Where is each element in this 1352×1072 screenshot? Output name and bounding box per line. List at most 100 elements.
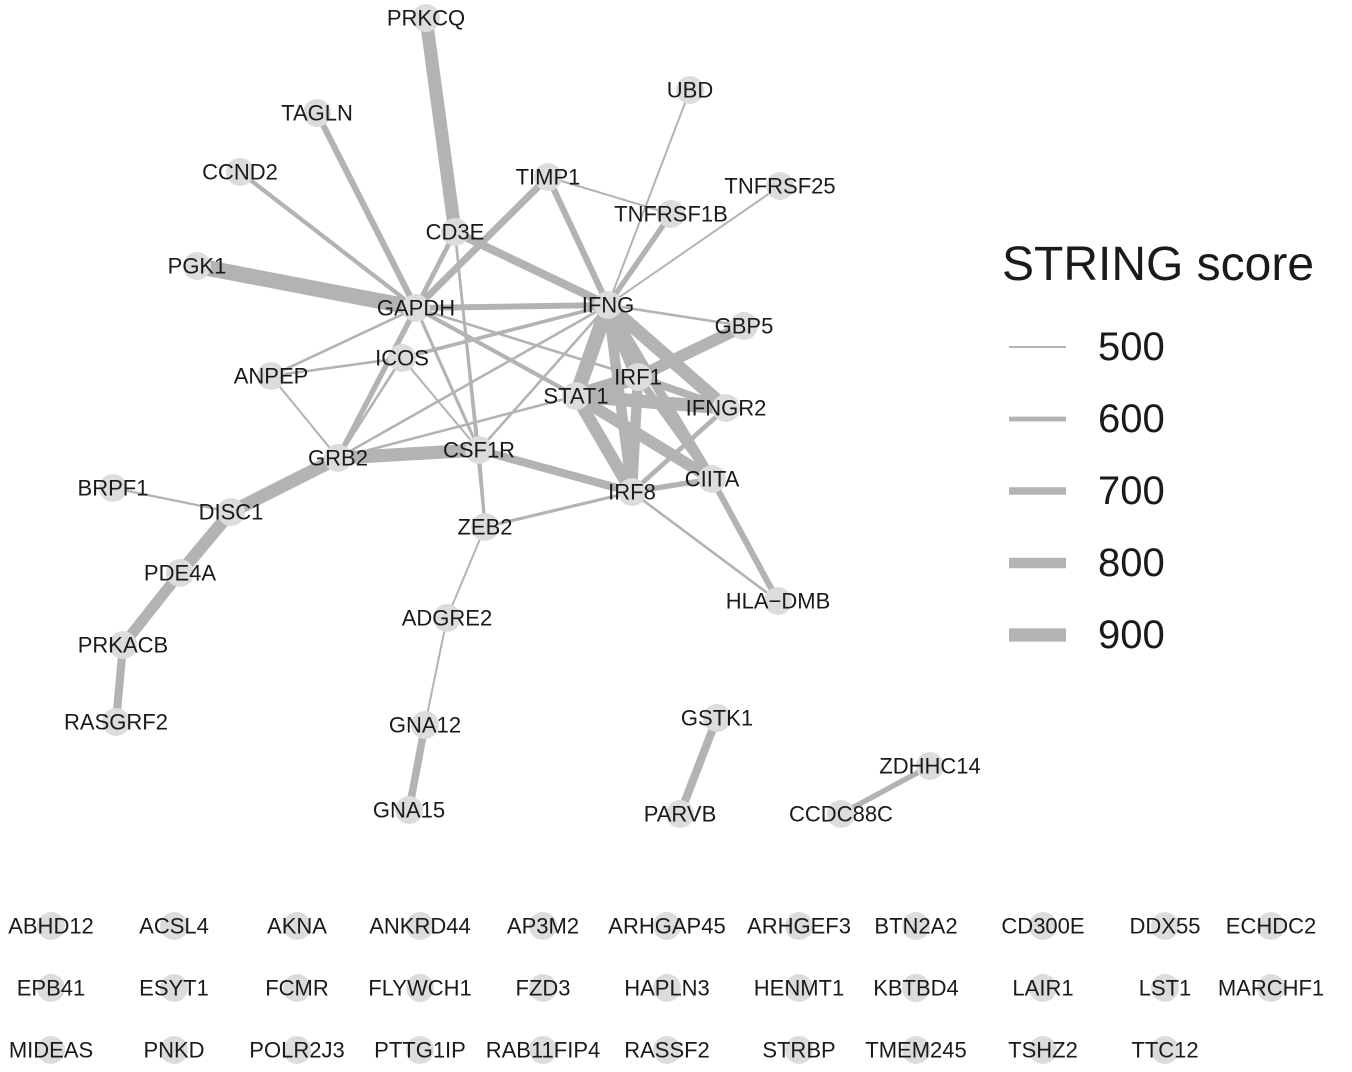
node-label: TMEM245 bbox=[865, 1038, 966, 1063]
node-dot bbox=[160, 974, 188, 1002]
node-arhgef3: ARHGEF3 bbox=[747, 912, 851, 940]
node-dot bbox=[1029, 1036, 1057, 1064]
node-dot bbox=[283, 912, 311, 940]
node-dot bbox=[698, 465, 726, 493]
edge-gna12-gna15 bbox=[405, 724, 429, 811]
node-label: BRPF1 bbox=[78, 476, 149, 501]
node-dot bbox=[160, 912, 188, 940]
edge-pgk1-gapdh bbox=[195, 258, 418, 316]
node-label: TAGLN bbox=[281, 101, 353, 126]
edge-irf1-gbp5 bbox=[635, 320, 747, 383]
legend-label: 800 bbox=[1098, 541, 1165, 585]
node-dot bbox=[712, 394, 740, 422]
node-icos: ICOS bbox=[375, 344, 429, 372]
node-dot bbox=[529, 1036, 557, 1064]
node-dot bbox=[257, 362, 285, 390]
node-kbtbd4: KBTBD4 bbox=[873, 974, 959, 1002]
node-pttg1ip: PTTG1IP bbox=[374, 1036, 466, 1064]
edge-csf1r-irf8 bbox=[477, 446, 634, 496]
node-dot bbox=[412, 4, 440, 32]
node-dot bbox=[99, 474, 127, 502]
node-dot bbox=[653, 912, 681, 940]
legend-entry: 600 bbox=[1009, 397, 1165, 441]
node-dot bbox=[471, 513, 499, 541]
node-dot bbox=[785, 1036, 813, 1064]
node-dot bbox=[388, 344, 416, 372]
node-dot bbox=[785, 912, 813, 940]
node-dot bbox=[406, 1036, 434, 1064]
node-label: IRF8 bbox=[608, 480, 656, 505]
node-dot bbox=[1257, 974, 1285, 1002]
node-tmem245: TMEM245 bbox=[865, 1036, 967, 1064]
node-gna15: GNA15 bbox=[373, 796, 445, 824]
node-label: ARHGAP45 bbox=[608, 914, 725, 939]
node-btn2a2: BTN2A2 bbox=[874, 912, 958, 940]
node-label: PTTG1IP bbox=[374, 1038, 466, 1063]
edge-stat1-irf8 bbox=[570, 392, 638, 496]
node-dot bbox=[465, 436, 493, 464]
node-stat1: STAT1 bbox=[543, 382, 609, 410]
node-label: TNFRSF1B bbox=[614, 202, 728, 227]
node-label: CIITA bbox=[685, 467, 740, 492]
node-ubd: UBD bbox=[667, 76, 713, 104]
node-marchf1: MARCHF1 bbox=[1218, 974, 1324, 1002]
node-dot bbox=[324, 444, 352, 472]
node-label: HAPLN3 bbox=[624, 976, 710, 1001]
node-label: PGK1 bbox=[168, 254, 227, 279]
node-flywch1: FLYWCH1 bbox=[368, 974, 472, 1002]
node-gbp5: GBP5 bbox=[715, 312, 773, 340]
node-dot bbox=[730, 312, 758, 340]
edge-zeb2-irf8 bbox=[484, 490, 633, 529]
node-dot bbox=[303, 99, 331, 127]
edge-timp1-ifng bbox=[545, 175, 611, 307]
node-label: ESYT1 bbox=[139, 976, 209, 1001]
node-lst1: LST1 bbox=[1139, 974, 1191, 1002]
edges-layer bbox=[111, 17, 932, 817]
legend-entry: 700 bbox=[1009, 469, 1165, 513]
node-dot bbox=[283, 1036, 311, 1064]
legend-label: 500 bbox=[1098, 325, 1165, 369]
node-irf1: IRF1 bbox=[614, 363, 662, 391]
node-pgk1: PGK1 bbox=[168, 252, 227, 280]
node-label: GAPDH bbox=[377, 296, 455, 321]
node-tshz2: TSHZ2 bbox=[1008, 1036, 1078, 1064]
legend-entry: 800 bbox=[1009, 541, 1165, 585]
node-dot bbox=[902, 974, 930, 1002]
node-label: RASGRF2 bbox=[64, 710, 168, 735]
node-prkacb: PRKACB bbox=[78, 631, 168, 659]
node-label: UBD bbox=[667, 78, 713, 103]
node-dot bbox=[529, 974, 557, 1002]
node-pnkd: PNKD bbox=[143, 1036, 205, 1064]
node-label: MIDEAS bbox=[9, 1038, 93, 1063]
node-grb2: GRB2 bbox=[308, 444, 368, 472]
node-prkcq: PRKCQ bbox=[387, 4, 465, 32]
node-label: CCND2 bbox=[202, 160, 278, 185]
node-dot bbox=[827, 800, 855, 828]
node-dot bbox=[411, 711, 439, 739]
node-label: TSHZ2 bbox=[1008, 1038, 1078, 1063]
edge-tnfrsf1b-ifng bbox=[605, 212, 674, 307]
node-label: ANPEP bbox=[234, 364, 309, 389]
node-rassf2: RASSF2 bbox=[624, 1036, 710, 1064]
node-dot bbox=[1257, 912, 1285, 940]
edge-tnfrsf25-ifng bbox=[607, 185, 781, 306]
node-fzd3: FZD3 bbox=[516, 974, 571, 1002]
node-label: DDX55 bbox=[1130, 914, 1201, 939]
node-echdc2: ECHDC2 bbox=[1226, 912, 1316, 940]
edge-anpep-gapdh bbox=[270, 306, 417, 378]
node-dot bbox=[703, 704, 731, 732]
node-disc1: DISC1 bbox=[199, 498, 263, 526]
edge-adgre2-gna12 bbox=[424, 617, 448, 726]
edge-icos-csf1r bbox=[401, 357, 480, 451]
node-rab11fip4: RAB11FIP4 bbox=[486, 1036, 600, 1064]
node-label: POLR2J3 bbox=[249, 1038, 344, 1063]
node-csf1r: CSF1R bbox=[443, 436, 515, 464]
edge-prkcq-cd3e bbox=[419, 17, 462, 233]
node-ccnd2: CCND2 bbox=[202, 158, 278, 186]
node-dot bbox=[676, 76, 704, 104]
edge-timp1-tnfrsf1b bbox=[547, 176, 672, 215]
edge-pde4a-prkacb bbox=[118, 569, 185, 649]
edge-ciita-hla-dmb bbox=[709, 477, 781, 603]
node-tnfrsf1b: TNFRSF1B bbox=[614, 200, 728, 228]
